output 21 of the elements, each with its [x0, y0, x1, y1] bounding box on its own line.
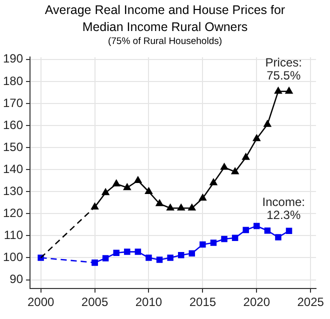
y-tick-label: 140: [2, 162, 24, 176]
y-tick-label: 100: [2, 250, 24, 264]
y-tick-label: 110: [4, 228, 24, 242]
annotation: Income: 12.3%: [262, 194, 305, 222]
y-tick-label: 180: [2, 74, 24, 88]
x-tick-label: 2010: [135, 295, 162, 310]
y-tick-label: 120: [2, 206, 24, 220]
y-tick-label: 150: [2, 140, 24, 154]
chart-subtitle: (75% of Rural Households): [106, 36, 224, 47]
annotation: Prices: 75.5%: [265, 55, 302, 82]
chart-title: Average Real Income and House Prices for Median Income Rural Owners: [44, 2, 286, 36]
y-tick-label: 130: [2, 184, 24, 198]
x-tick-label: 2025: [297, 295, 324, 310]
y-tick-label: 170: [2, 96, 24, 110]
x-tick-label: 2000: [27, 295, 54, 310]
y-tick-label: 160: [2, 118, 24, 132]
x-tick-label: 2005: [81, 295, 108, 310]
y-tick-label: 190: [2, 52, 24, 66]
x-tick-label: 2020: [243, 295, 270, 310]
y-tick-label: 90: [10, 272, 24, 286]
x-tick-label: 2015: [189, 295, 216, 310]
